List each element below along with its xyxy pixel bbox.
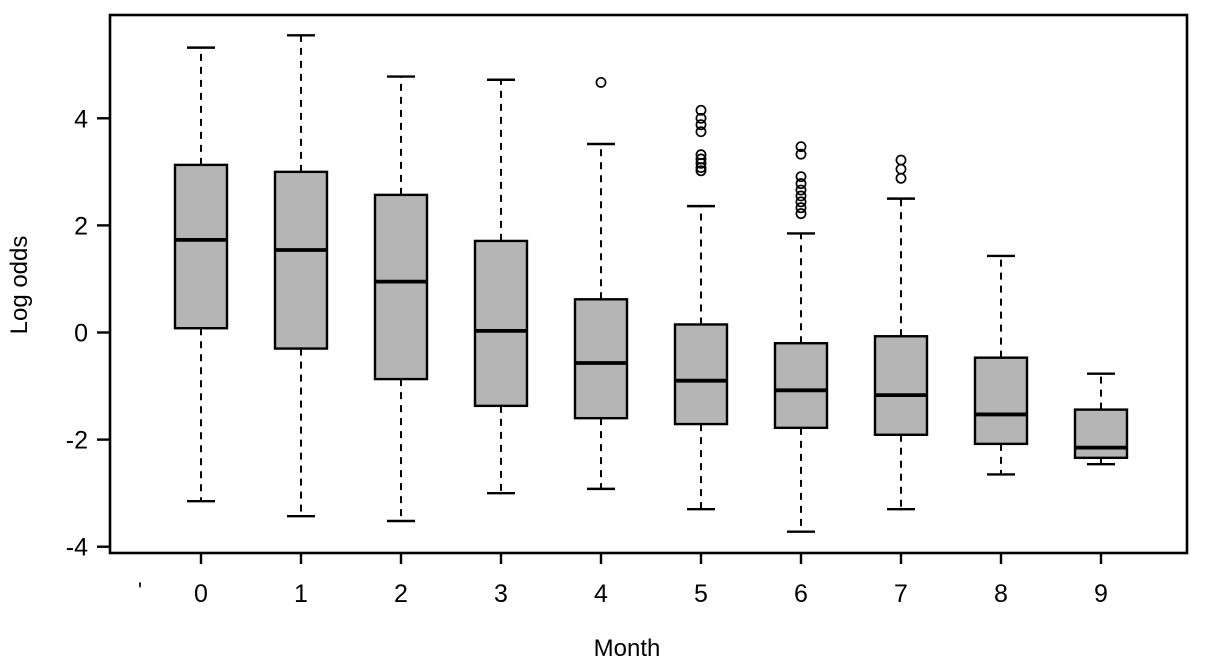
iqr-box — [973, 356, 1029, 446]
box-group-month-5 — [673, 104, 729, 511]
iqr-box — [273, 170, 329, 350]
box-group-month-1 — [273, 34, 329, 518]
iqr-box — [1073, 408, 1129, 460]
box-group-month-4 — [573, 76, 629, 491]
box-group-month-7 — [873, 154, 929, 511]
y-tick-label: -2 — [66, 427, 88, 455]
outlier-point — [895, 163, 907, 175]
x-tick-label: 6 — [794, 580, 808, 608]
box-group-month-9 — [1073, 372, 1129, 466]
outlier-point — [695, 112, 707, 124]
iqr-box — [373, 193, 429, 381]
box-group-month-2 — [373, 75, 429, 523]
x-axis-stray-mark: ' — [138, 578, 142, 603]
x-axis-label: Month — [594, 635, 661, 662]
y-tick-label: 0 — [74, 320, 88, 348]
x-tick-label: 4 — [594, 580, 608, 608]
iqr-box — [873, 335, 929, 436]
outlier-point — [795, 196, 807, 208]
outlier-point — [595, 76, 607, 88]
iqr-box — [773, 342, 829, 430]
x-tick-label: 7 — [894, 580, 908, 608]
iqr-box — [173, 163, 229, 330]
outlier-point — [795, 141, 807, 153]
box-group-month-0 — [173, 46, 229, 503]
outlier-point — [695, 119, 707, 131]
x-tick-label: 8 — [994, 580, 1008, 608]
outlier-point — [895, 172, 907, 184]
iqr-box — [673, 323, 729, 426]
outlier-point — [795, 184, 807, 196]
x-tick-label: 9 — [1094, 580, 1108, 608]
outlier-point — [795, 171, 807, 183]
x-tick-label: 3 — [494, 580, 508, 608]
y-axis-label: Log odds — [6, 236, 33, 335]
y-tick-label: -4 — [66, 534, 88, 562]
outlier-point — [695, 162, 707, 174]
x-tick-label: 5 — [694, 580, 708, 608]
outlier-point — [895, 154, 907, 166]
plot-layer: -4 -2 0 2 4 0 1 2 3 4 5 6 7 8 9 ' — [66, 13, 1189, 608]
x-tick-label: 2 — [394, 580, 408, 608]
outlier-point — [795, 190, 807, 202]
y-tick-label: 2 — [74, 212, 88, 240]
outlier-point — [695, 126, 707, 138]
box-group-month-8 — [973, 254, 1029, 476]
iqr-box — [473, 239, 529, 408]
plot-border — [108, 13, 1189, 555]
outlier-point — [795, 148, 807, 160]
box-group-month-3 — [473, 78, 529, 495]
outlier-point — [795, 208, 807, 220]
box-group-month-6 — [773, 141, 829, 533]
iqr-box — [573, 298, 629, 420]
outlier-point — [695, 104, 707, 116]
outlier-point — [795, 202, 807, 214]
outlier-point — [795, 178, 807, 190]
outlier-point — [695, 157, 707, 169]
outlier-point — [695, 165, 707, 177]
x-tick-label: 0 — [194, 580, 208, 608]
x-tick-label: 1 — [294, 580, 308, 608]
y-tick-label: 4 — [74, 105, 88, 133]
